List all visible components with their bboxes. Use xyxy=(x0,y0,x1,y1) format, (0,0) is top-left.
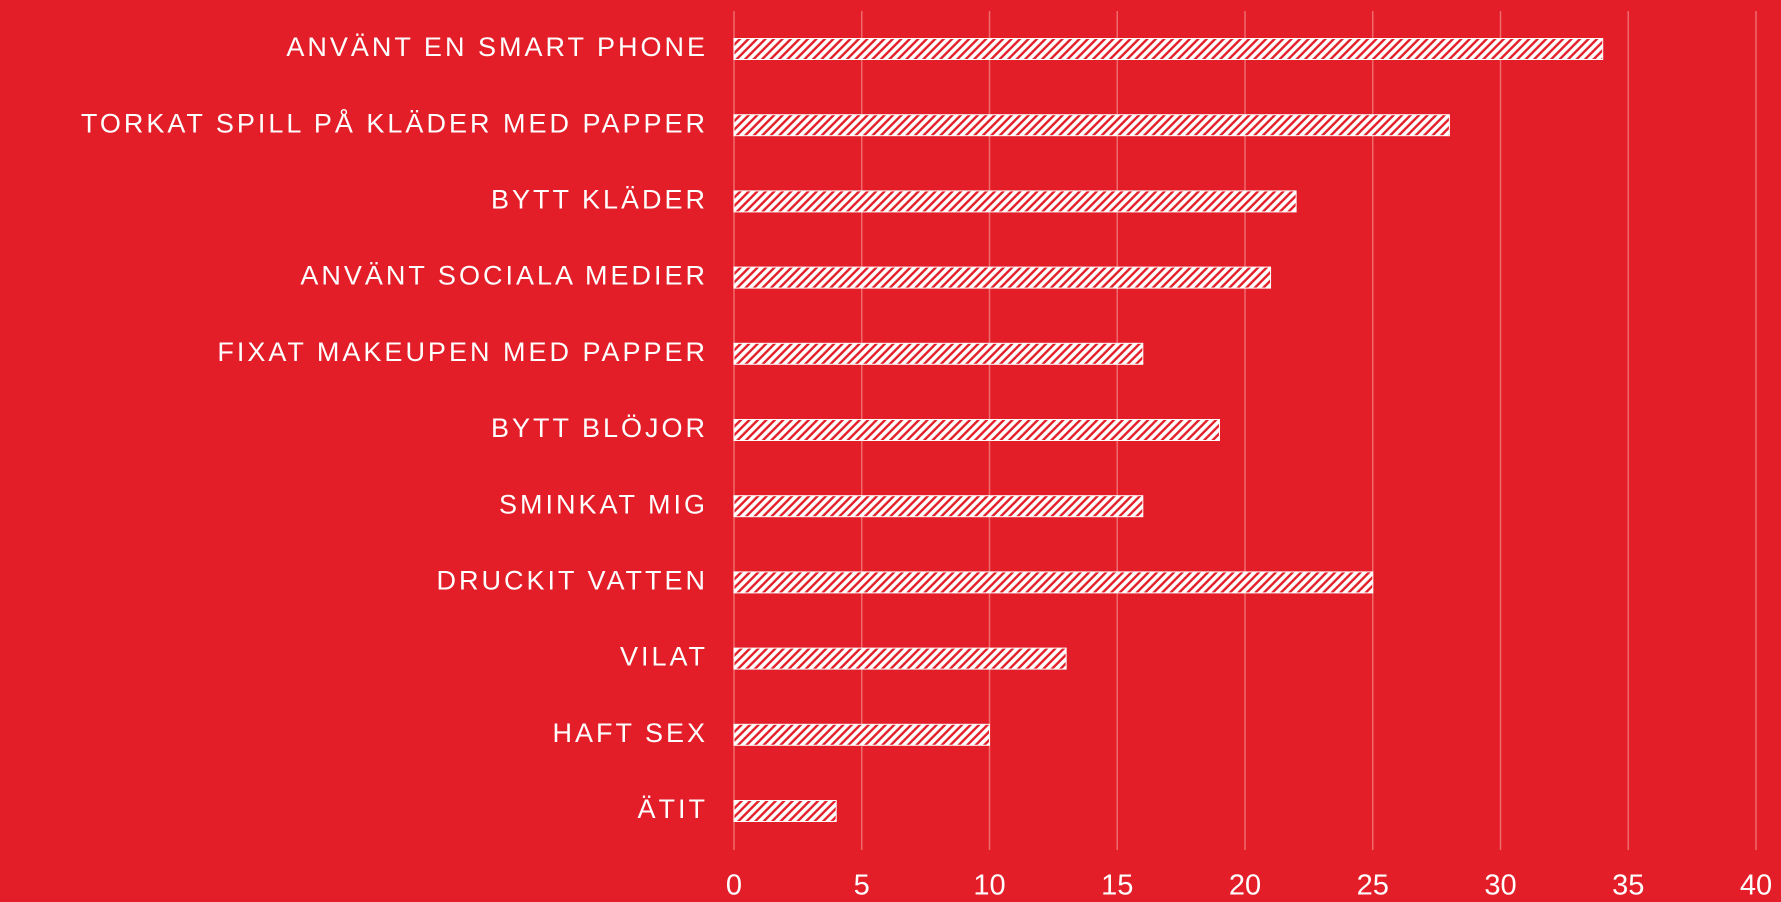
bar xyxy=(733,495,1144,518)
bar xyxy=(733,114,1450,137)
x-tick-label: 30 xyxy=(1484,870,1516,902)
bar xyxy=(733,800,837,822)
bar xyxy=(733,723,990,746)
y-tick-label: DRUCKIT VATTEN xyxy=(436,566,708,596)
y-tick-label: FIXAT MAKEUPEN MED PAPPER xyxy=(217,337,708,367)
y-tick-label: HAFT SEX xyxy=(552,718,708,748)
bar xyxy=(733,647,1067,670)
bar xyxy=(733,266,1272,289)
x-tick-label: 20 xyxy=(1229,870,1261,902)
y-tick-label: ANVÄNT EN SMART PHONE xyxy=(286,32,708,62)
bar xyxy=(733,342,1144,365)
bar xyxy=(733,571,1374,594)
y-tick-label: ANVÄNT SOCIALA MEDIER xyxy=(300,261,708,291)
y-tick-label: VILAT xyxy=(620,642,708,672)
x-tick-label: 10 xyxy=(973,870,1005,902)
x-tick-label: 5 xyxy=(854,870,870,902)
bar xyxy=(733,419,1220,441)
y-tick-label: TORKAT SPILL PÅ KLÄDER MED PAPPER xyxy=(81,107,708,138)
x-tick-label: 25 xyxy=(1357,870,1389,902)
x-tick-label: 15 xyxy=(1101,870,1133,902)
x-tick-label: 35 xyxy=(1612,870,1644,902)
x-tick-label: 0 xyxy=(726,870,742,902)
y-tick-label: BYTT BLÖJOR xyxy=(491,413,708,443)
bar xyxy=(733,190,1297,213)
bar xyxy=(733,38,1604,60)
x-tick-label: 40 xyxy=(1740,870,1772,902)
y-tick-label: BYTT KLÄDER xyxy=(491,185,708,215)
y-tick-label: ÄTIT xyxy=(638,794,709,824)
y-tick-label: SMINKAT MIG xyxy=(499,489,708,519)
